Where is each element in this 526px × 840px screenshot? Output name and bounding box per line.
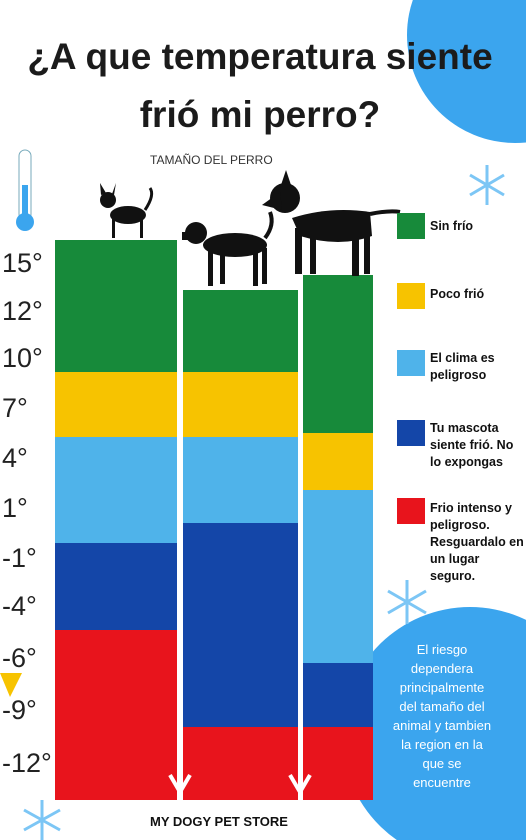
risk-segment [303,663,373,727]
temperature-label: 4° [2,443,28,473]
temperature-label: 15° [2,248,43,278]
deco-circle [407,0,526,143]
legend-label: Sin frío [430,219,474,233]
dog-small [100,183,154,238]
note: El riesgo dependera principalmente del t… [392,642,492,790]
legend-label: Tu mascota siente frió. No lo expongas [430,421,514,469]
risk-segment [303,433,373,490]
dog-medium [182,211,274,286]
temperature-label: -1° [2,543,37,573]
temperature-label: -6° [2,643,37,673]
risk-segment [55,437,177,543]
legend-swatch [397,213,425,239]
risk-segment [303,490,373,663]
temperature-label: 7° [2,393,28,423]
footer: MY DOGY PET STORE [150,814,288,829]
legend-swatch [397,350,425,376]
arrow-head [288,773,312,796]
risk-segment [303,275,373,433]
risk-segment [55,543,177,630]
dog-large [262,170,401,276]
risk-segment [303,727,373,800]
legend-swatch [397,283,425,309]
temperature-label: 10° [2,343,43,373]
risk-segment [55,372,177,437]
title: ¿A que temperatura siente frió mi perro? [27,36,493,135]
thermometer-fill [22,185,28,220]
risk-segment [183,372,298,437]
temperature-label: -12° [2,748,52,778]
deco-triangle [0,673,22,697]
arrow-head [168,773,192,796]
risk-segment [183,437,298,523]
temperature-label: -4° [2,591,37,621]
legend-label: Poco frió [430,287,485,301]
snowflake [23,165,505,840]
temperature-label: 1° [2,493,28,523]
legend-swatch [397,420,425,446]
legend-label: El clima es peligroso [430,351,495,382]
risk-segment [183,290,298,372]
risk-segment [183,523,298,727]
risk-segment [183,727,298,800]
thermometer-bulb [16,213,34,231]
legend-label: Frio intenso y peligroso. Resguardalo en… [430,501,524,583]
risk-segment [55,240,177,372]
temperature-label: -9° [2,695,37,725]
legend-swatch [397,498,425,524]
risk-segment [55,630,177,800]
deco-circle [342,607,526,840]
temperature-label: 12° [2,296,43,326]
size-label: TAMAÑO DEL PERRO [150,153,273,167]
